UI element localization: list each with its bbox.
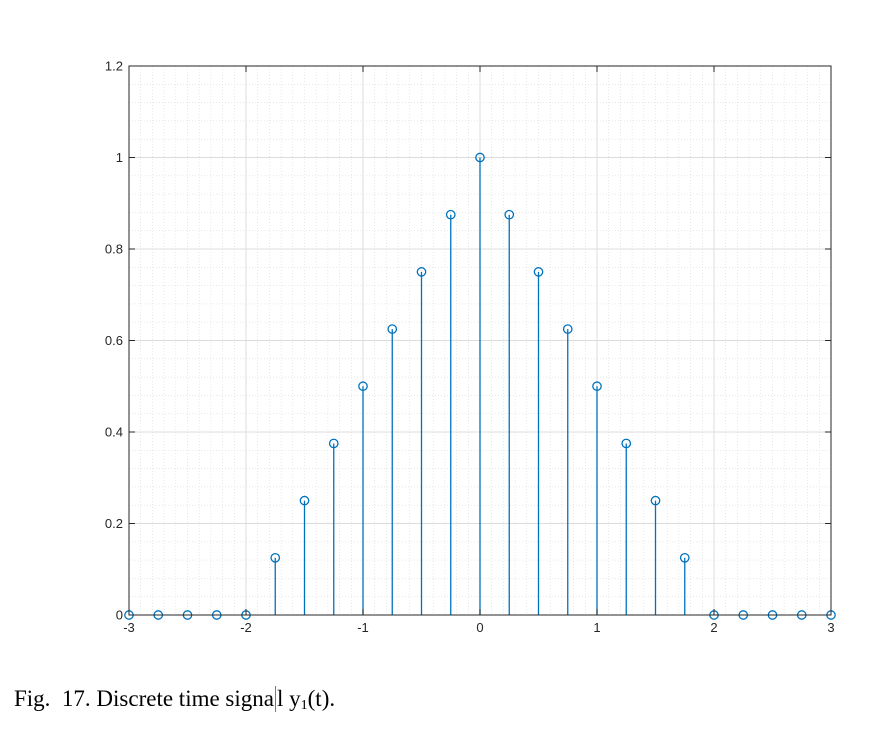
- y-tick-label: 0: [116, 608, 123, 623]
- stem-plot: -3 -2 -1 0 1 2 3 0 0.2 0.4 0.6 0.8 1 1.2: [105, 59, 836, 635]
- stem-marker: [270, 552, 281, 563]
- stem-marker: [328, 438, 339, 449]
- stem-marker: [621, 438, 632, 449]
- y-tick-labels: 0 0.2 0.4 0.6 0.8 1 1.2: [105, 59, 123, 623]
- caption-suffix: (t).: [307, 686, 336, 711]
- x-tick-label: 3: [827, 620, 834, 635]
- text-cursor: [275, 686, 276, 712]
- stem-marker: [299, 495, 310, 506]
- stem-marker: [533, 267, 544, 277]
- y-tick-label: 1.2: [105, 59, 123, 74]
- y-tick-label: 0.8: [105, 242, 123, 257]
- y-tick-label: 0.6: [105, 333, 123, 348]
- stem-series: [124, 152, 836, 620]
- stem-marker: [387, 324, 398, 334]
- stem-marker: [445, 209, 456, 220]
- stem-marker: [504, 209, 515, 220]
- y-tick-label: 0.4: [105, 425, 123, 440]
- x-tick-label: -2: [240, 620, 252, 635]
- stem-marker: [416, 267, 427, 277]
- stem-marker: [679, 552, 690, 563]
- x-tick-label: 1: [593, 620, 600, 635]
- y-tick-label: 0.2: [105, 516, 123, 531]
- stem-marker: [562, 324, 573, 334]
- x-tick-label: 2: [710, 620, 717, 635]
- axis-ticks: [128, 65, 832, 616]
- x-tick-labels: -3 -2 -1 0 1 2 3: [123, 620, 834, 635]
- y-tick-label: 1: [116, 150, 123, 165]
- x-tick-label: 0: [476, 620, 483, 635]
- stem-marker: [650, 495, 661, 506]
- stem-marker: [358, 381, 368, 392]
- x-tick-label: -3: [123, 620, 135, 635]
- figure-caption: Fig. 17. Discrete time signa l y1(t).: [14, 686, 335, 714]
- caption-after-cursor: l y: [277, 686, 301, 711]
- x-tick-label: -1: [357, 620, 369, 635]
- caption-prefix: Fig. 17. Discrete time signa: [14, 686, 274, 711]
- stem-marker: [475, 152, 485, 163]
- caption-subscript: 1: [300, 698, 308, 713]
- stem-marker: [592, 381, 602, 392]
